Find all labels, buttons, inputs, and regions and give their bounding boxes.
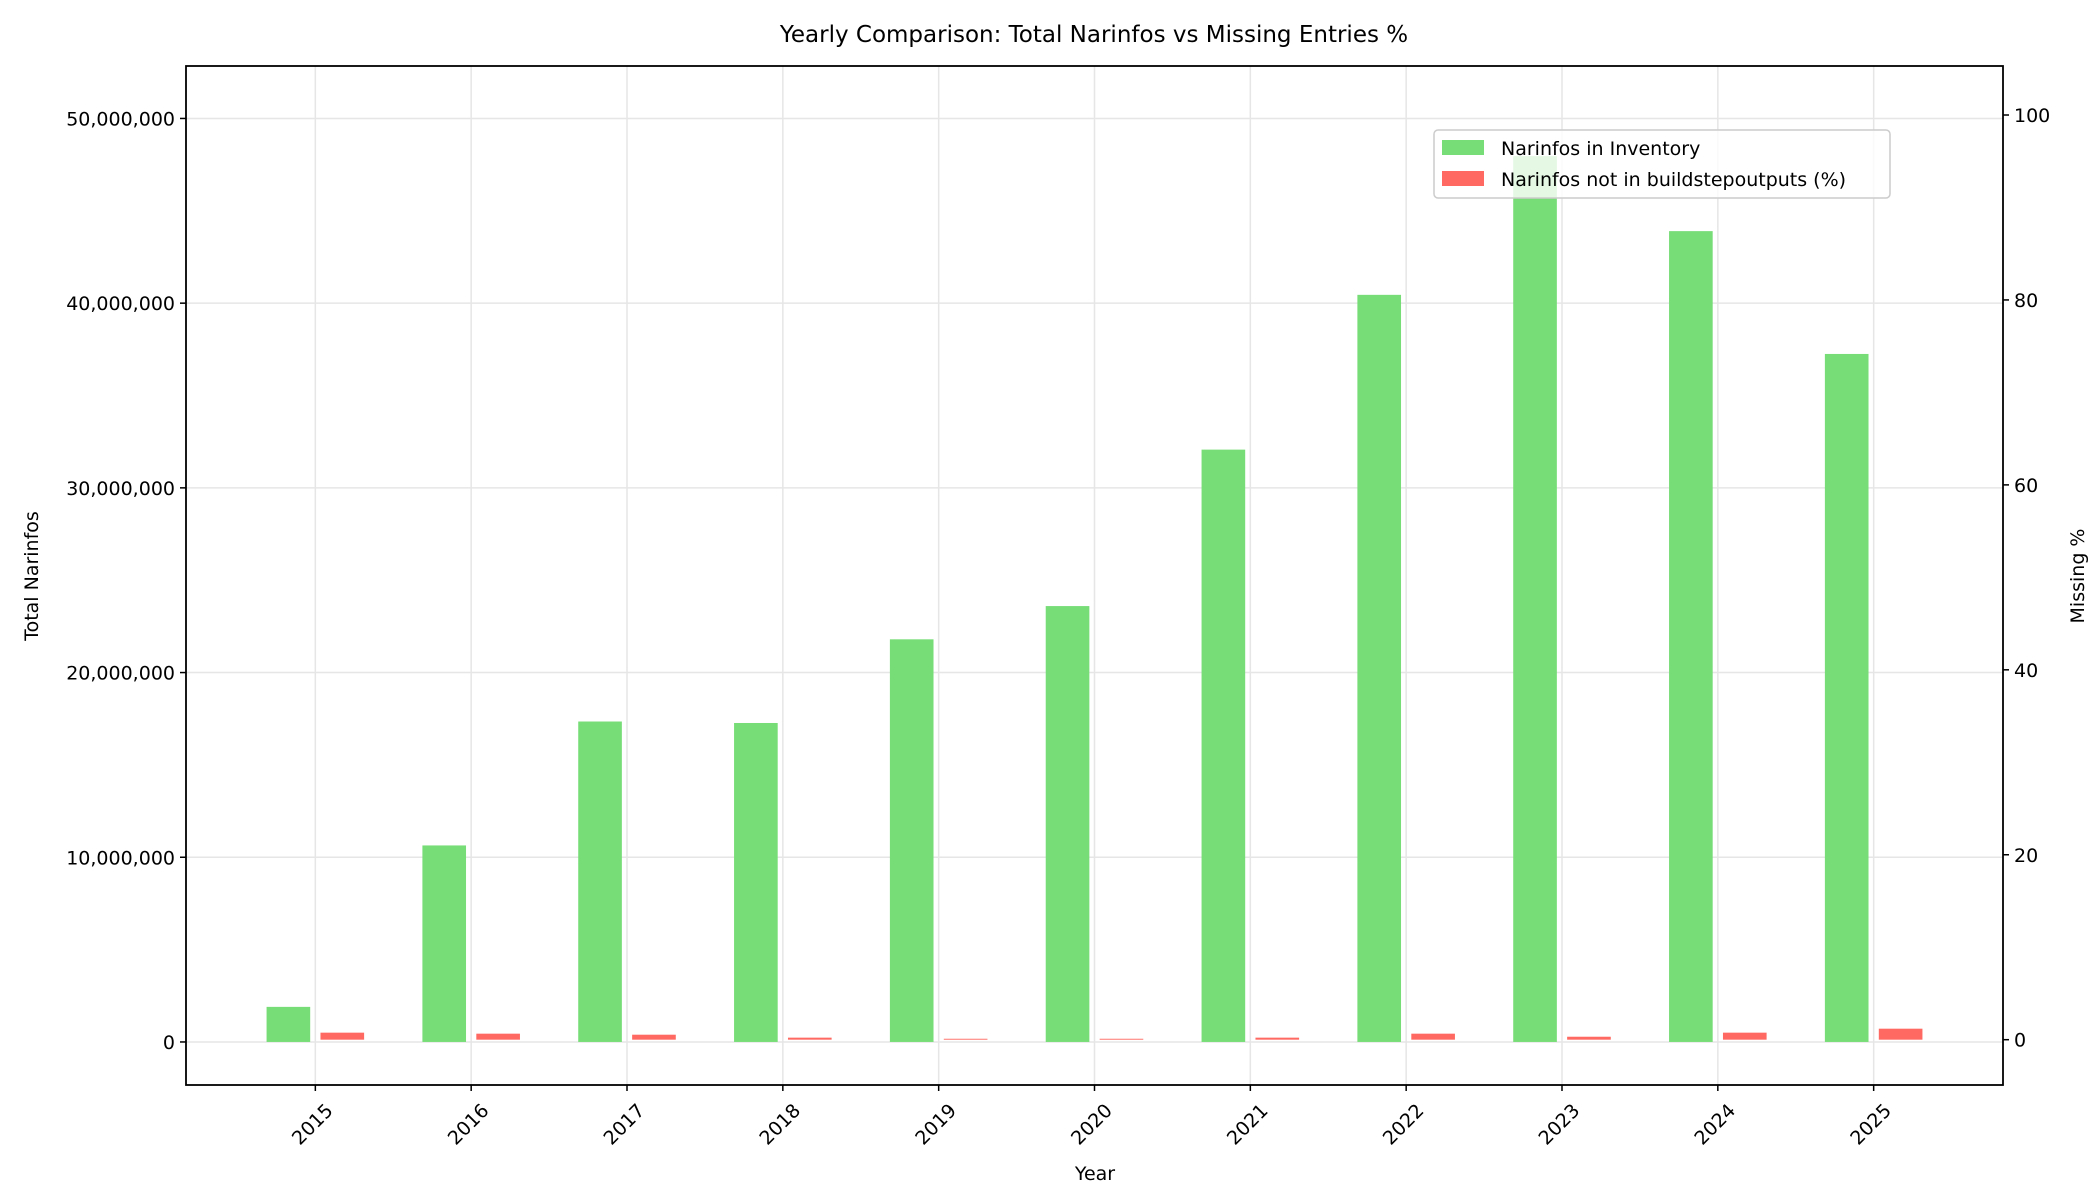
- x-tick-label: 2022: [1379, 1100, 1429, 1150]
- y-axis-right-label: Missing %: [2067, 529, 2089, 624]
- x-tick-label: 2018: [755, 1100, 805, 1150]
- bar-inventory-2018: [734, 722, 778, 1042]
- bar-inventory-2024: [1669, 231, 1713, 1042]
- x-tick-label: 2023: [1535, 1100, 1585, 1150]
- bar-inventory-2015: [266, 1006, 311, 1042]
- bar-inventory-2021: [1201, 449, 1246, 1042]
- bar-missing-2019: [943, 1038, 988, 1040]
- y-tick-label: 40,000,000: [66, 293, 175, 315]
- bar-missing-2016: [476, 1033, 520, 1040]
- y-right-tick-label: 40: [2014, 660, 2038, 682]
- legend-label-inventory: Narinfos in Inventory: [1501, 138, 1700, 160]
- bar-inventory-2017: [578, 721, 622, 1042]
- bar-missing-2020: [1099, 1038, 1144, 1040]
- y-tick-label: 50,000,000: [66, 108, 175, 130]
- x-tick-label: 2019: [911, 1100, 961, 1150]
- y-tick-label: 30,000,000: [66, 478, 175, 500]
- bar-missing-2015: [320, 1032, 365, 1040]
- legend: Narinfos in Inventory Narinfos not in bu…: [1433, 129, 1891, 199]
- y-axis-label: Total Narinfos: [21, 511, 43, 642]
- x-tick-label: 2020: [1067, 1100, 1117, 1150]
- x-tick-label: 2021: [1223, 1100, 1273, 1150]
- bar-inventory-2022: [1357, 294, 1402, 1042]
- x-tick-label: 2017: [600, 1100, 650, 1150]
- legend-label-missing: Narinfos not in buildstepoutputs (%): [1501, 169, 1846, 191]
- bars: [266, 156, 1923, 1042]
- bar-inventory-2020: [1045, 606, 1090, 1042]
- bar-missing-2021: [1255, 1037, 1300, 1040]
- y-tick-label: 10,000,000: [66, 847, 175, 869]
- x-tick-label: 2025: [1846, 1100, 1896, 1150]
- x-tick-label: 2015: [288, 1100, 338, 1150]
- chart-title: Yearly Comparison: Total Narinfos vs Mis…: [779, 22, 1408, 48]
- bar-missing-2017: [632, 1034, 676, 1040]
- y-tick-label: 20,000,000: [66, 663, 175, 685]
- legend-swatch-inventory: [1442, 140, 1484, 155]
- bar-missing-2022: [1411, 1033, 1455, 1040]
- x-axis-label: Year: [1074, 1163, 1115, 1185]
- legend-swatch-missing: [1442, 171, 1484, 186]
- bar-missing-2025: [1878, 1028, 1923, 1040]
- bar-inventory-2019: [889, 639, 934, 1042]
- bar-missing-2018: [787, 1037, 832, 1040]
- bar-inventory-2025: [1824, 353, 1869, 1042]
- y-right-tick-label: 0: [2014, 1030, 2026, 1052]
- y-right-tick-label: 20: [2014, 845, 2038, 867]
- y-right-tick-label: 100: [2014, 105, 2050, 127]
- x-tick-label: 2016: [444, 1100, 494, 1150]
- y-right-tick-label: 60: [2014, 475, 2038, 497]
- bar-inventory-2023: [1513, 156, 1557, 1042]
- bar-inventory-2016: [422, 845, 467, 1042]
- x-tick-label: 2024: [1690, 1100, 1740, 1150]
- y-tick-label: 0: [163, 1032, 175, 1054]
- y-right-tick-label: 80: [2014, 290, 2038, 312]
- bar-missing-2024: [1722, 1032, 1767, 1040]
- bar-missing-2023: [1567, 1036, 1611, 1040]
- legend-box: [1433, 129, 1891, 199]
